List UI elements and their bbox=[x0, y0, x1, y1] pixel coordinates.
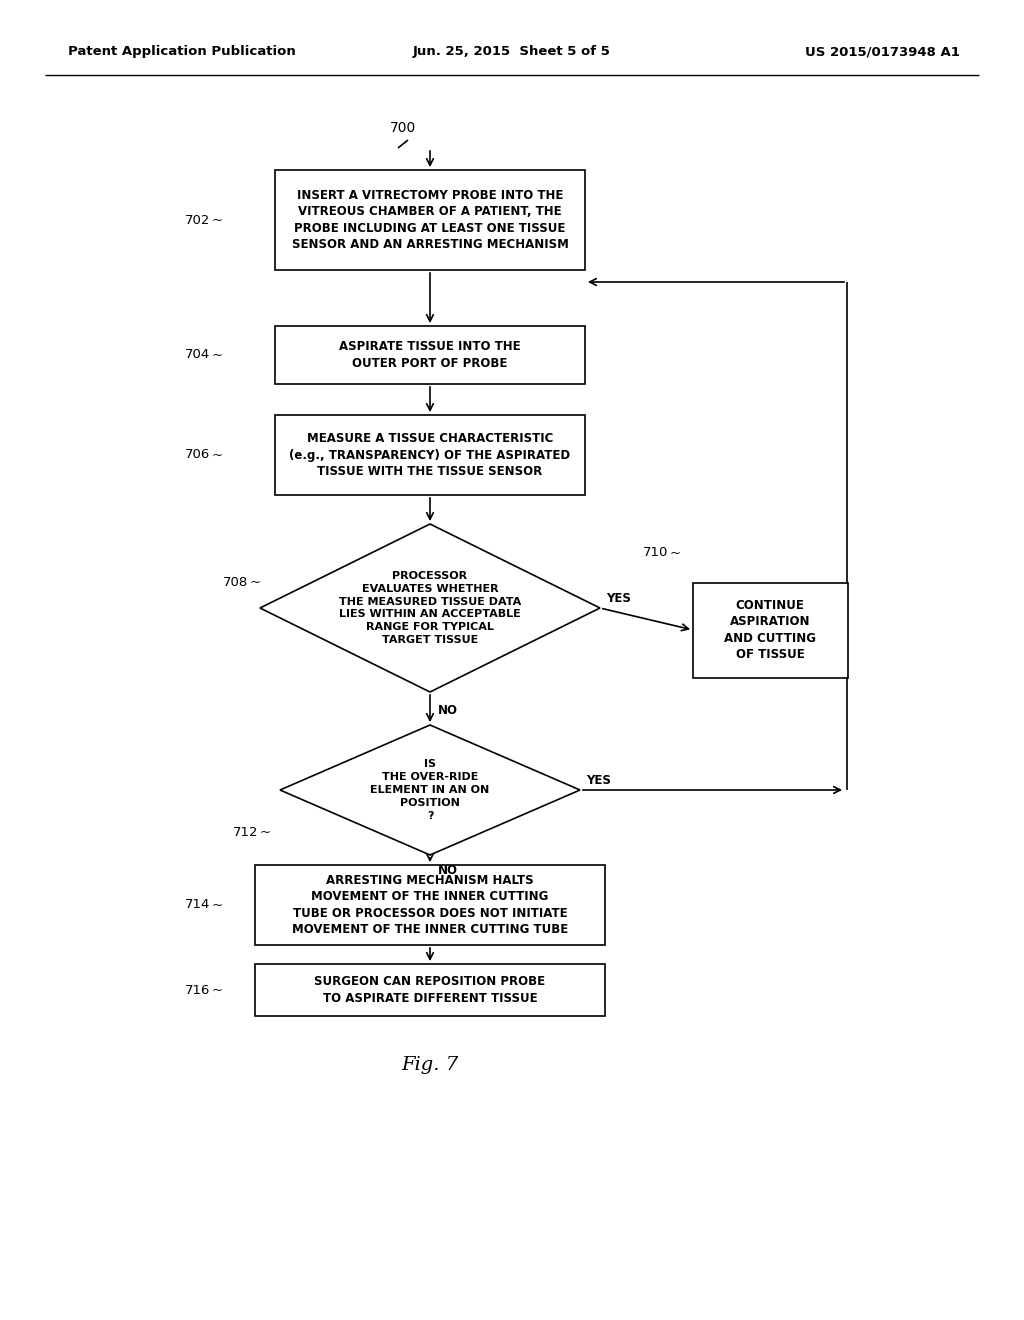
Text: ~: ~ bbox=[212, 899, 223, 912]
Text: 704: 704 bbox=[184, 348, 210, 362]
Text: 702: 702 bbox=[184, 214, 210, 227]
Text: ASPIRATE TISSUE INTO THE
OUTER PORT OF PROBE: ASPIRATE TISSUE INTO THE OUTER PORT OF P… bbox=[339, 341, 521, 370]
Text: 712: 712 bbox=[232, 825, 258, 838]
Text: ARRESTING MECHANISM HALTS
MOVEMENT OF THE INNER CUTTING
TUBE OR PROCESSOR DOES N: ARRESTING MECHANISM HALTS MOVEMENT OF TH… bbox=[292, 874, 568, 936]
Text: 708: 708 bbox=[223, 576, 248, 589]
Text: NO: NO bbox=[438, 865, 458, 878]
Text: IS
THE OVER-RIDE
ELEMENT IN AN ON
POSITION
?: IS THE OVER-RIDE ELEMENT IN AN ON POSITI… bbox=[371, 759, 489, 821]
Text: Fig. 7: Fig. 7 bbox=[401, 1056, 459, 1074]
Text: 706: 706 bbox=[184, 449, 210, 462]
Text: PROCESSOR
EVALUATES WHETHER
THE MEASURED TISSUE DATA
LIES WITHIN AN ACCEPTABLE
R: PROCESSOR EVALUATES WHETHER THE MEASURED… bbox=[339, 572, 521, 645]
Text: ~: ~ bbox=[250, 576, 261, 589]
Text: 710: 710 bbox=[643, 546, 668, 560]
Text: ~: ~ bbox=[212, 214, 223, 227]
Text: ~: ~ bbox=[212, 348, 223, 362]
Polygon shape bbox=[260, 524, 600, 692]
Bar bbox=[692, 582, 848, 677]
Text: YES: YES bbox=[606, 591, 631, 605]
Text: Patent Application Publication: Patent Application Publication bbox=[68, 45, 296, 58]
Text: YES: YES bbox=[586, 774, 611, 787]
Bar bbox=[275, 326, 585, 384]
Text: ~: ~ bbox=[670, 546, 681, 560]
Text: NO: NO bbox=[438, 704, 458, 717]
Text: CONTINUE
ASPIRATION
AND CUTTING
OF TISSUE: CONTINUE ASPIRATION AND CUTTING OF TISSU… bbox=[724, 599, 816, 661]
Bar bbox=[255, 865, 605, 945]
Text: ~: ~ bbox=[260, 825, 271, 838]
Text: US 2015/0173948 A1: US 2015/0173948 A1 bbox=[805, 45, 961, 58]
Text: 714: 714 bbox=[184, 899, 210, 912]
Text: Jun. 25, 2015  Sheet 5 of 5: Jun. 25, 2015 Sheet 5 of 5 bbox=[413, 45, 611, 58]
Text: SURGEON CAN REPOSITION PROBE
TO ASPIRATE DIFFERENT TISSUE: SURGEON CAN REPOSITION PROBE TO ASPIRATE… bbox=[314, 975, 546, 1005]
Text: 716: 716 bbox=[184, 983, 210, 997]
Text: 700: 700 bbox=[390, 121, 416, 135]
Bar bbox=[275, 414, 585, 495]
Text: ~: ~ bbox=[212, 983, 223, 997]
Text: MEASURE A TISSUE CHARACTERISTIC
(e.g., TRANSPARENCY) OF THE ASPIRATED
TISSUE WIT: MEASURE A TISSUE CHARACTERISTIC (e.g., T… bbox=[290, 432, 570, 478]
Bar bbox=[255, 964, 605, 1016]
Text: INSERT A VITRECTOMY PROBE INTO THE
VITREOUS CHAMBER OF A PATIENT, THE
PROBE INCL: INSERT A VITRECTOMY PROBE INTO THE VITRE… bbox=[292, 189, 568, 251]
Polygon shape bbox=[280, 725, 580, 855]
Text: ~: ~ bbox=[212, 449, 223, 462]
Bar bbox=[275, 170, 585, 271]
